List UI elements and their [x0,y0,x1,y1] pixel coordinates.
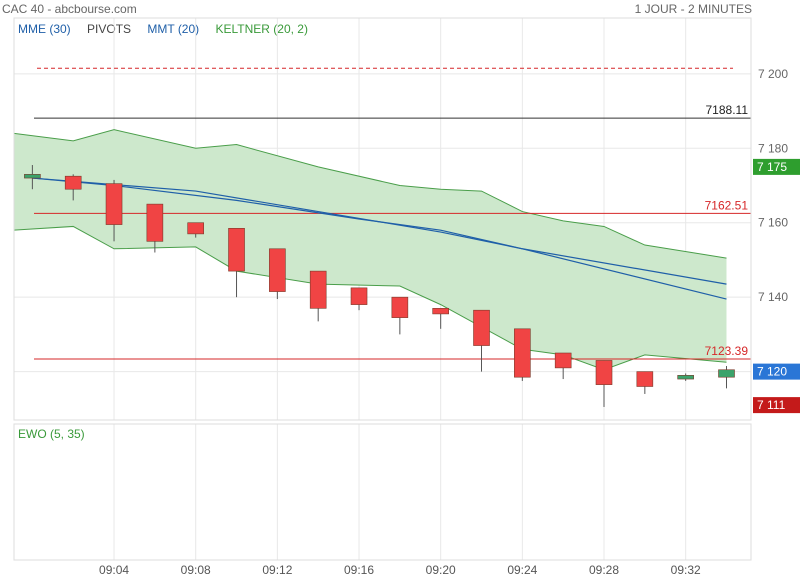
candle-body [309,270,327,309]
candle[interactable] [595,360,613,407]
candle-body [391,296,409,318]
ewo-indicator-label[interactable]: EWO (5, 35) [18,427,85,441]
x-tick-label: 09:28 [589,563,619,577]
candle[interactable] [473,309,490,372]
chart-title: CAC 40 - abcbourse.com [2,2,137,16]
candle[interactable] [677,373,694,381]
legend-pivots[interactable]: PIVOTS [87,22,132,36]
keltner-band-fill [14,129,727,370]
x-tick-label: 09:32 [671,563,701,577]
candle-body [473,309,490,346]
pivot-label: 7188.11 [706,103,749,117]
price-badge[interactable] [753,397,800,414]
period-label[interactable]: 1 JOUR - 2 MINUTES [634,2,752,16]
indicator-legend: MME (30) PIVOTS MMT (20) KELTNER (20, 2) [18,22,321,36]
candle-body [187,222,204,235]
candle-body [595,360,613,385]
pivot-label: 7123.39 [705,344,749,358]
candle[interactable] [269,248,286,300]
candle[interactable] [636,371,654,394]
candle[interactable] [64,174,82,201]
candle[interactable] [146,203,164,253]
x-tick-label: 09:16 [344,563,374,577]
x-tick-label: 09:04 [99,563,129,577]
candle[interactable] [228,228,245,298]
price-badge-label: 7 111 [757,398,786,412]
x-tick-label: 09:24 [507,563,537,577]
candle-body [677,375,694,380]
ewo-panel-frame [13,423,752,561]
pivot-label: 7162.51 [705,198,749,212]
price-badge-label: 7 175 [757,160,787,174]
price-badge-label: 7 120 [757,365,787,379]
candle-body [228,228,245,272]
candle[interactable] [24,165,41,190]
candle-body [718,369,735,378]
candle[interactable] [309,270,327,322]
price-panel-frame [13,17,752,421]
candle-body [514,328,531,378]
legend-keltner[interactable]: KELTNER (20, 2) [215,22,308,36]
candle-body [105,183,123,225]
x-tick-label: 09:08 [181,563,211,577]
candle-body [146,203,164,242]
x-tick-label: 09:12 [262,563,292,577]
candle-body [350,287,368,305]
candle[interactable] [514,328,531,381]
y-tick-label: 7 160 [758,216,788,230]
candle[interactable] [105,179,123,242]
legend-mme[interactable]: MME (30) [18,22,71,36]
y-tick-label: 7 200 [758,67,788,81]
candle[interactable] [432,308,449,329]
candle-body [432,308,449,315]
candle[interactable] [350,287,368,311]
candle-body [269,248,286,292]
candle[interactable] [391,296,409,335]
candle-body [64,175,82,190]
candle-body [24,174,41,179]
candle[interactable] [554,352,572,380]
y-tick-label: 7 140 [758,290,788,304]
legend-mmt[interactable]: MMT (20) [147,22,200,36]
candle-body [554,352,572,369]
price-badge[interactable] [753,158,800,175]
candle-body [636,371,654,387]
candle[interactable] [187,222,204,238]
y-tick-label: 7 180 [758,141,788,155]
x-tick-label: 09:20 [426,563,456,577]
price-badge[interactable] [753,363,800,380]
keltner-upper-line [13,129,727,259]
candle[interactable] [718,366,735,389]
